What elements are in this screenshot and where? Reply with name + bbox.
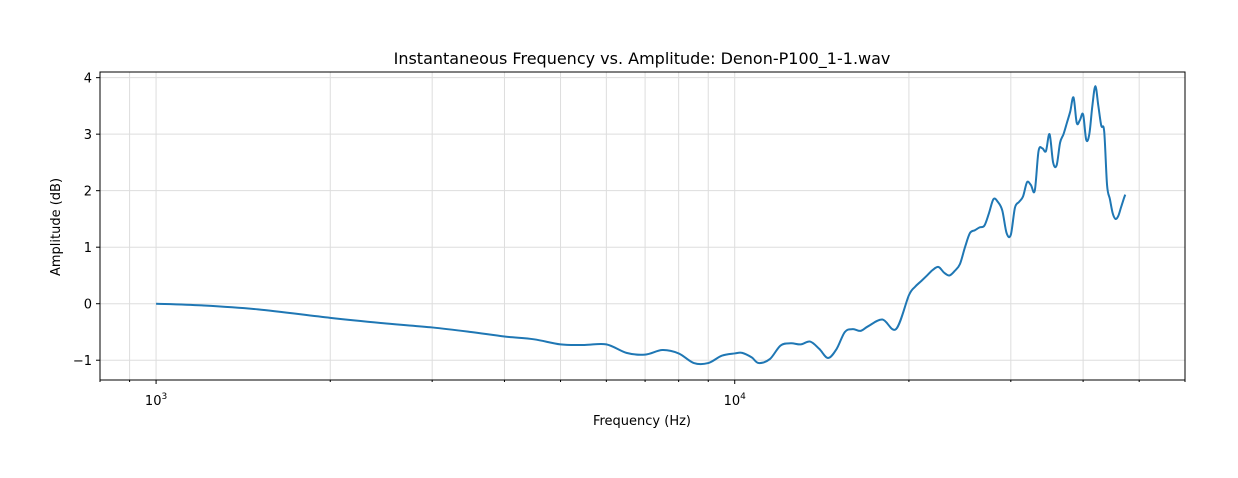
- y-tick-label: 4: [84, 72, 92, 87]
- x-tick-label: 103: [145, 392, 167, 409]
- series-line-0: [156, 85, 1127, 366]
- series-layer: [156, 85, 1127, 366]
- x-axis-title: Frequency (Hz): [593, 414, 691, 429]
- y-tick-label: 1: [84, 241, 92, 256]
- grid: [99, 72, 1186, 380]
- axis-ticks: −1 0 1 2 3 4 103 104: [73, 72, 1186, 409]
- y-tick-label: 0: [84, 298, 92, 313]
- y-tick-label: 3: [84, 128, 92, 143]
- y-tick-label: 2: [84, 185, 92, 200]
- y-axis-title: Amplitude (dB): [49, 178, 64, 276]
- x-tick-label: 104: [724, 392, 747, 409]
- y-tick-label: −1: [73, 354, 92, 369]
- chart-title: Instantaneous Frequency vs. Amplitude: D…: [394, 49, 891, 69]
- plot-frame: [99, 71, 1186, 381]
